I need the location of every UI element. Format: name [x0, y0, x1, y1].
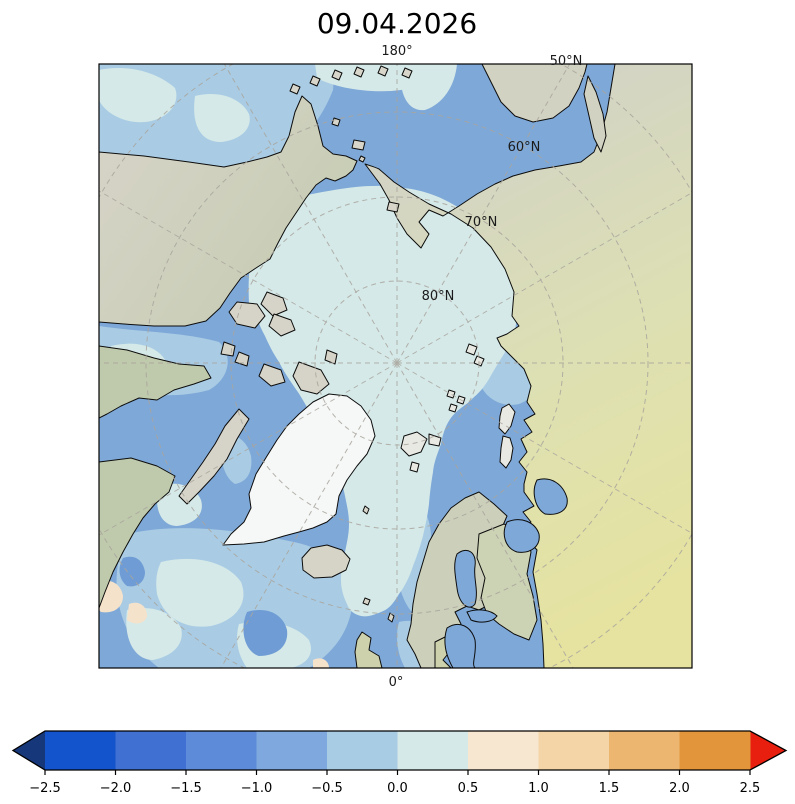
colorbar-segment — [327, 731, 398, 770]
colorbar-tick-label: −2.0 — [100, 781, 132, 796]
ocean-darker-patches — [119, 556, 288, 656]
colorbar-over-arrow — [750, 731, 786, 770]
colorbar-tick-label: −2.5 — [29, 781, 61, 796]
meridian-label-bottom: 0° — [389, 675, 404, 690]
colorbar-segment — [679, 731, 751, 770]
colorbar-tick-label: 1.5 — [599, 781, 620, 796]
land-great-britain — [354, 631, 383, 668]
land-small-islands-atlantic — [362, 505, 395, 623]
land-greenland-ice-sheet — [222, 393, 376, 546]
latitude-label-70n: 70°N — [465, 215, 498, 230]
colorbar-tick-label: −1.0 — [241, 781, 273, 796]
latitude-label-60n: 60°N — [508, 140, 541, 155]
colorbar-segment — [186, 731, 257, 770]
land-russia — [364, 64, 692, 668]
colorbar-tick-label: 2.5 — [740, 781, 761, 796]
ocean-inland-seas — [444, 478, 568, 668]
map-frame — [98, 63, 693, 669]
land-aleutian-islands — [289, 65, 413, 95]
colorbar-segment — [609, 731, 680, 770]
figure-title: 09.04.2026 — [317, 7, 477, 40]
colorbar-tick-label: −1.5 — [170, 781, 202, 796]
white-sea — [503, 519, 540, 553]
land-bering-islands — [331, 117, 400, 213]
colorbar-tick-label: 1.0 — [528, 781, 549, 796]
colorbar-segment — [468, 731, 539, 770]
gulf-of-finland — [466, 609, 498, 623]
colorbar-segment — [538, 731, 610, 770]
colorbar-tick-label: 0.5 — [458, 781, 479, 796]
land-alaska — [99, 95, 358, 327]
meridian-label-top: 180° — [381, 44, 412, 59]
land-canadian-archipelago — [178, 291, 338, 505]
latitude-label-80n: 80°N — [422, 289, 455, 304]
ocean-positive-patches — [99, 580, 329, 668]
colorbar-under-arrow — [13, 731, 45, 770]
gulf-of-bothnia — [454, 550, 477, 608]
land-sakhalin — [583, 75, 607, 153]
colorbar-segment — [256, 731, 328, 770]
land-canada-main — [99, 457, 176, 609]
pechora-sea — [533, 478, 568, 515]
colorbar: −2.5 −2.0 −1.5 −1.0 −0.5 0.0 0.5 1.0 1.5 2.0 2.5 — [11, 730, 788, 796]
colorbar-segment — [397, 731, 469, 770]
colorbar-tick-label: 2.0 — [669, 781, 690, 796]
land-iceland — [301, 544, 351, 579]
land-canada-north — [99, 345, 212, 419]
land-franz-josef-land — [446, 389, 466, 413]
baltic-sea — [444, 624, 476, 668]
colorbar-segment — [115, 731, 187, 770]
colorbar-segment — [45, 731, 116, 770]
land-novaya-zemlya — [498, 403, 516, 469]
ocean-central-arctic-pale — [248, 185, 517, 617]
latitude-label-50n: 50°N — [550, 54, 583, 69]
colorbar-tick-label: −0.5 — [311, 781, 343, 796]
colorbar-tick-label: 0.0 — [387, 781, 408, 796]
